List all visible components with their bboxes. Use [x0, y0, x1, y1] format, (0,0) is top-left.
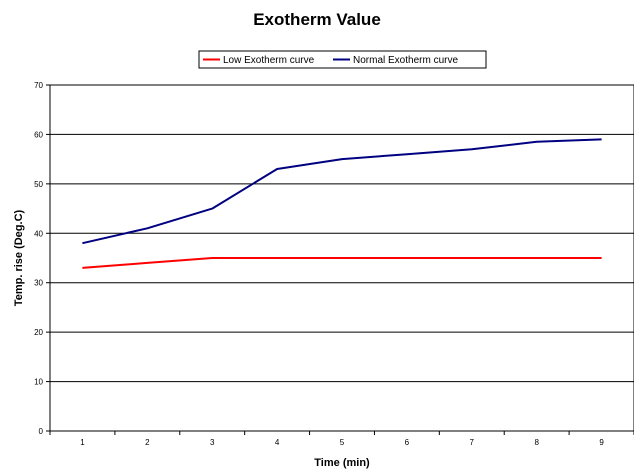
x-tick-label-6: 6	[405, 438, 410, 447]
x-tick-label-2: 2	[145, 438, 150, 447]
y-tick-label-60: 60	[34, 130, 43, 139]
y-tick-label-30: 30	[34, 279, 43, 288]
y-tick-label-20: 20	[34, 328, 43, 337]
x-tick-label-9: 9	[599, 438, 604, 447]
x-tick-label-7: 7	[470, 438, 475, 447]
legend: Low Exotherm curve Normal Exotherm curve	[198, 50, 487, 69]
normal-exotherm-line	[82, 138, 602, 245]
legend-label-low-exotherm: Low Exotherm curve	[223, 55, 315, 66]
gridlines	[50, 84, 634, 383]
y-tick-label-40: 40	[34, 229, 43, 238]
low-exotherm-line	[82, 257, 602, 269]
y-axis-label: Temp. rise (Deg.C)	[13, 209, 25, 306]
y-tick-label-0: 0	[39, 427, 44, 436]
y-tick-label-50: 50	[34, 180, 43, 189]
x-tick-label-4: 4	[275, 438, 280, 447]
x-axis: 1 2 3 4 5 6 7 8 9	[49, 431, 634, 447]
chart-title: Exotherm Value	[253, 10, 381, 29]
y-axis: 0 10 20 30 40 50 60 70	[34, 81, 50, 436]
y-tick-label-70: 70	[34, 81, 43, 90]
series-lines	[82, 138, 602, 269]
x-axis-label: Time (min)	[314, 457, 370, 469]
x-tick-label-1: 1	[80, 438, 85, 447]
x-tick-label-5: 5	[340, 438, 345, 447]
y-tick-label-10: 10	[34, 378, 43, 387]
legend-label-normal-exotherm: Normal Exotherm curve	[353, 55, 458, 66]
x-tick-label-3: 3	[210, 438, 215, 447]
x-tick-label-8: 8	[534, 438, 539, 447]
